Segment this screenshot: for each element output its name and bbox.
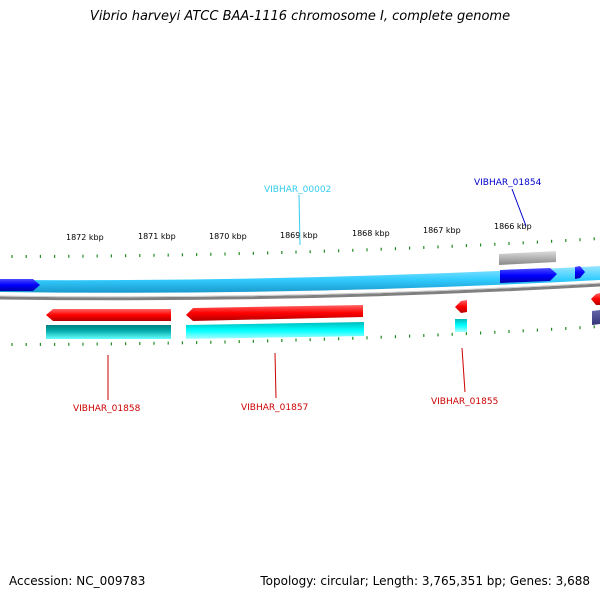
leader-line-vibhar-01855 [461, 347, 466, 393]
gene-label-vibhar-01858: VIBHAR_01858 [73, 404, 141, 414]
reverse-gene-vibhar-01854 [500, 268, 557, 283]
accession-text: Accession: NC_009783 [9, 574, 146, 588]
reverse-gene-left [0, 279, 40, 291]
backbone-cyan-track [0, 266, 600, 293]
leader-line-vibhar-01854 [511, 188, 527, 227]
gene-label-vibhar-01854: VIBHAR_01854 [474, 178, 542, 188]
genome-title: Vibrio harveyi ATCC BAA-1116 chromosome … [89, 9, 511, 24]
gene-label-vibhar-00002: VIBHAR_00002 [264, 185, 331, 195]
tick-label-1871: 1871 kbp [138, 232, 176, 241]
gene-label-vibhar-01855: VIBHAR_01855 [431, 397, 498, 407]
cds-vibhar-01855 [455, 300, 467, 313]
genome-stats-text: Topology: circular; Length: 3,765,351 bp… [260, 574, 590, 588]
cds-vibhar-01857 [186, 305, 363, 321]
gene-label-vibhar-01857: VIBHAR_01857 [241, 403, 308, 413]
tick-label-1870: 1870 kbp [209, 232, 247, 241]
grey-feature-vibhar-01854 [499, 251, 556, 265]
tick-label-1872: 1872 kbp [66, 233, 104, 242]
backbone-grey-highlight [0, 282, 600, 298]
reverse-gene-right [575, 266, 585, 279]
tick-label-1869: 1869 kbp [280, 231, 318, 240]
rrna-aqua-01855 [455, 319, 467, 332]
tick-label-1866: 1866 kbp [494, 222, 532, 231]
tick-marks-bottom [11, 325, 595, 346]
rrna-teal-01858 [46, 325, 171, 339]
backbone-grey-track [0, 283, 600, 301]
tick-label-1867: 1867 kbp [423, 226, 461, 235]
tick-marks-top [11, 237, 595, 258]
cds-edge-right [591, 293, 600, 305]
rrna-aqua-01857 [186, 322, 364, 339]
leader-line-vibhar-00002 [298, 194, 301, 246]
tick-label-1868: 1868 kbp [352, 229, 390, 238]
leader-line-vibhar-01857 [274, 352, 277, 399]
cds-vibhar-01858 [46, 309, 171, 321]
navy-feature-right [592, 310, 600, 325]
